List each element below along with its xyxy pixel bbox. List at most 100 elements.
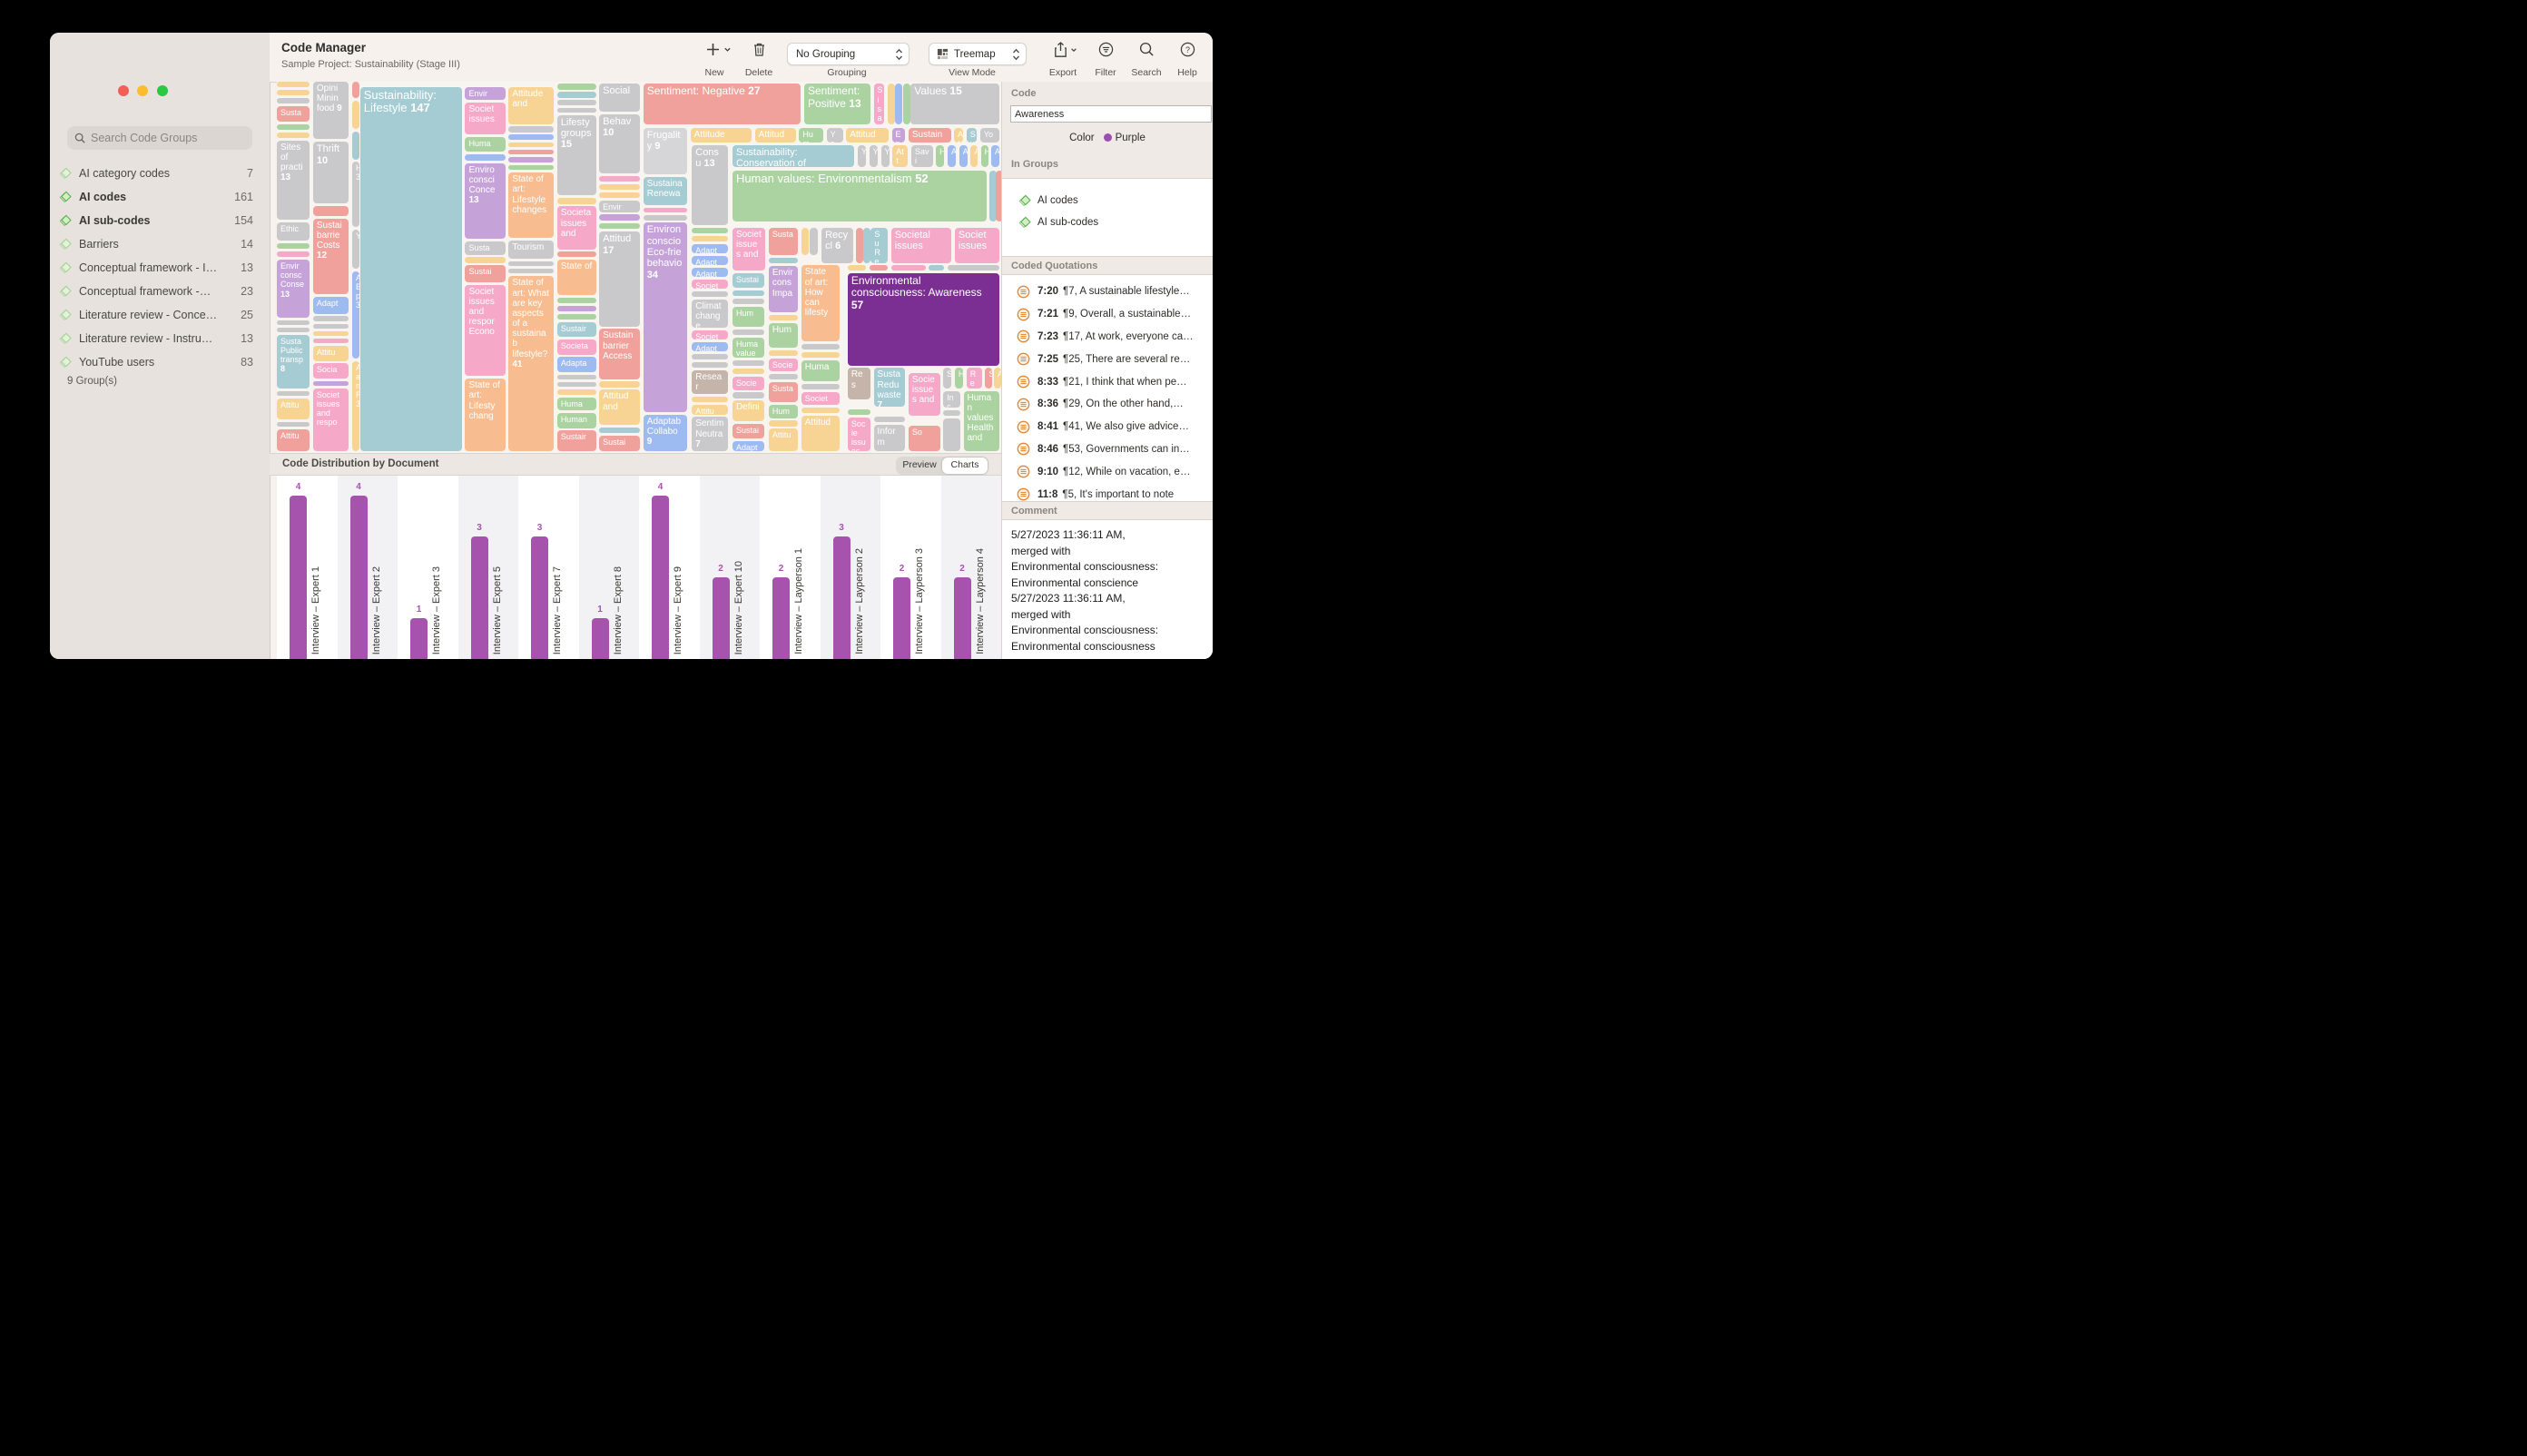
treemap-tile-sentiment-positive[interactable]: Sentiment: Positive 13 (803, 84, 870, 125)
treemap-tile-consu[interactable]: Consu 13 (692, 144, 728, 225)
treemap-tile-tourism[interactable]: Tourism (508, 240, 555, 260)
bar-interview-expert-3[interactable] (410, 618, 428, 659)
bar-interview-expert-10[interactable] (712, 577, 730, 659)
treemap-tile-sustain[interactable]: Sustain (908, 127, 951, 143)
treemap-tile-sentiment-negative[interactable]: Sentiment: Negative 27 (643, 84, 801, 125)
treemap-tile-adapt[interactable]: Adapt (692, 255, 728, 266)
sidebar-item-conceptual-framework-i[interactable]: Conceptual framework - I… 13 (59, 256, 261, 280)
treemap-tile-behav[interactable]: Behav 10 (599, 113, 641, 174)
treemap-tile-enviro-consci-conce[interactable]: Enviro consci Conce 13 (465, 162, 506, 240)
help-button[interactable]: ? (1180, 42, 1195, 57)
treemap-tile-s[interactable]: S (943, 368, 952, 389)
treemap-tile-attitud[interactable]: Attitud (754, 127, 796, 143)
treemap-tile-so[interactable]: So (908, 426, 940, 451)
treemap-tile[interactable] (508, 134, 555, 140)
quotation-item-8-36[interactable]: 8:36 ¶29, On the other hand,… (1017, 393, 1213, 416)
treemap-tile-attitu[interactable]: Attitu (277, 398, 310, 419)
treemap-tile-huma[interactable]: Huma (801, 360, 840, 381)
treemap-tile[interactable] (277, 89, 310, 96)
treemap-tile-a[interactable]: A (994, 368, 1001, 389)
treemap-tile-adapt[interactable]: Adapt (692, 267, 728, 278)
treemap-tile-adapta[interactable]: Adapta (556, 357, 596, 372)
treemap-tile-attitude[interactable]: Attitude (690, 127, 752, 143)
treemap-tile[interactable] (465, 153, 506, 161)
treemap-tile[interactable] (599, 223, 641, 230)
bar-interview-layperson-2[interactable] (832, 536, 851, 659)
new-button[interactable] (705, 42, 732, 57)
treemap-tile-sustaina-renewa[interactable]: Sustaina Renewa (643, 176, 688, 206)
treemap-tile-attitu[interactable]: Attitu (312, 346, 349, 361)
treemap-tile-attitu[interactable]: Attitu (768, 428, 799, 451)
treemap-tile-susta[interactable]: Susta (768, 227, 799, 256)
treemap-tile[interactable] (277, 82, 310, 88)
treemap-tile-thrift[interactable]: Thrift 10 (312, 142, 349, 203)
treemap-tile[interactable] (277, 132, 310, 138)
bar-interview-expert-7[interactable] (531, 536, 548, 659)
treemap-tile-att[interactable]: Att (892, 144, 909, 168)
treemap-tile[interactable] (599, 184, 641, 191)
sidebar-item-barriers[interactable]: Barriers 14 (59, 232, 261, 256)
treemap-tile[interactable] (810, 227, 819, 256)
sidebar-item-ai-sub-codes[interactable]: AI sub-codes 154 (59, 209, 261, 232)
treemap-tile[interactable] (801, 344, 840, 350)
treemap-tile[interactable] (556, 374, 596, 380)
treemap-tile-socie-issues[interactable]: Socie issues (847, 418, 870, 451)
treemap-tile-frugality[interactable]: Frugality 9 (643, 127, 688, 174)
treemap-tile-socie[interactable]: Socie (732, 377, 764, 390)
sidebar-item-conceptual-framework[interactable]: Conceptual framework -… 23 (59, 280, 261, 303)
bar-interview-layperson-1[interactable] (772, 577, 790, 659)
treemap-tile-state-of-art-lifesty-chang[interactable]: State of art: Lifesty chang (465, 379, 506, 451)
code-name-input[interactable] (1010, 105, 1212, 123)
treemap-tile-societa[interactable]: Societa (556, 339, 596, 355)
search-button[interactable] (1139, 42, 1155, 57)
sidebar-item-literature-review-instru[interactable]: Literature review - Instru… 13 (59, 327, 261, 350)
treemap-tile[interactable] (929, 265, 945, 271)
treemap-tile[interactable] (556, 251, 596, 258)
treemap-tile[interactable] (312, 380, 349, 386)
in-group-item-ai-sub-codes[interactable]: AI sub-codes (1018, 212, 1213, 233)
treemap-tile-sustai[interactable]: Sustai (465, 265, 506, 282)
treemap-tile-societ[interactable]: Societ (692, 279, 728, 290)
treemap-tile[interactable] (277, 320, 310, 325)
treemap-tile-susta-redu-waste[interactable]: Susta Redu waste 7 (873, 368, 906, 408)
treemap-tile[interactable] (768, 349, 799, 356)
treemap-tile[interactable] (508, 261, 555, 267)
treemap-tile[interactable] (869, 265, 889, 271)
sidebar-item-ai-codes[interactable]: AI codes 161 (59, 185, 261, 209)
treemap-tile[interactable] (556, 381, 596, 388)
treemap-tile[interactable] (903, 84, 911, 125)
treemap-tile[interactable] (989, 170, 998, 222)
treemap-tile-re[interactable]: Re (966, 368, 982, 389)
treemap-tile-societ-issues-and[interactable]: Societ issues and (732, 227, 766, 271)
treemap-tile-recycl[interactable]: Recycl 6 (821, 227, 853, 263)
treemap-tile-sustainability-conservation-of[interactable]: Sustainability: Conservation of (732, 144, 855, 168)
treemap-tile-s[interactable]: S (985, 368, 993, 389)
treemap-tile-human[interactable]: Human (556, 413, 596, 428)
treemap-tile-savi[interactable]: Savi (911, 144, 933, 168)
treemap-tile-societ-issues[interactable]: Societ issues (465, 102, 506, 134)
quotation-item-8-41[interactable]: 8:41 ¶41, We also give advice… (1017, 416, 1213, 438)
treemap-tile[interactable] (692, 361, 728, 368)
treemap-tile-ethic[interactable]: Ethic (277, 222, 310, 241)
treemap-tile[interactable] (895, 84, 903, 125)
quotation-item-11-8[interactable]: 11:8 ¶5, It's important to note (1017, 483, 1213, 501)
treemap-tile-adapt[interactable]: Adapt (692, 243, 728, 253)
treemap-tile[interactable] (599, 214, 641, 221)
treemap-tile[interactable] (277, 243, 310, 250)
treemap-tile[interactable] (887, 84, 895, 125)
treemap-tile[interactable] (508, 126, 555, 133)
treemap-tile[interactable] (556, 92, 596, 98)
treemap-tile-sustai[interactable]: Sustai (599, 436, 641, 451)
treemap-tile[interactable] (801, 227, 809, 256)
treemap-tile[interactable] (556, 107, 596, 113)
treemap-tile[interactable] (277, 97, 310, 104)
sidebar-item-ai-category-codes[interactable]: AI category codes 7 (59, 162, 261, 185)
treemap-tile[interactable] (692, 397, 728, 403)
treemap-tile[interactable] (599, 176, 641, 182)
treemap-tile-adapt[interactable]: Adapt (312, 297, 349, 314)
tab-preview[interactable]: Preview (902, 459, 937, 470)
treemap-tile-sustai[interactable]: Sustai (732, 423, 764, 438)
treemap-tile-attitud[interactable]: Attitud 17 (599, 231, 641, 327)
treemap-tile[interactable] (556, 306, 596, 312)
bar-interview-expert-8[interactable] (591, 618, 609, 659)
